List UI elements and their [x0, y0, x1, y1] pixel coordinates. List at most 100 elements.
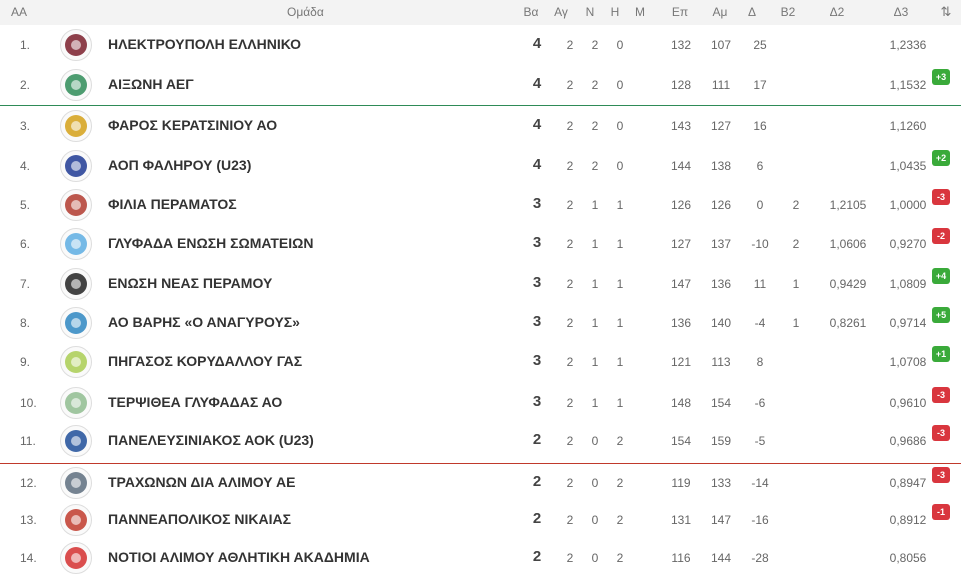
row-diff: -6 [754, 396, 766, 410]
team-name[interactable]: ΦΑΡΟΣ ΚΕΡΑΤΣΙΝΙΟΥ ΑΟ [108, 117, 278, 133]
team-name[interactable]: ΑΙΞΩΝΗ ΑΕΓ [108, 76, 194, 92]
row-points-against: 127 [710, 119, 732, 133]
row-lost: 2 [616, 476, 624, 490]
table-row[interactable]: 8. ΑΟ ΒΑΡΗΣ «Ο ΑΝΑΓΥΡΟΥΣ» 3 2 1 1 136 140 -4 1 0,8… [0, 303, 961, 342]
row-points-for: 116 [671, 551, 691, 565]
row-played: 2 [566, 396, 574, 410]
header-points-for[interactable]: Επ [671, 5, 689, 19]
header-d2[interactable]: Δ2 [829, 5, 845, 19]
row-d2: 1,0606 [829, 237, 867, 251]
table-row[interactable]: 11. ΠΑΝΕΛΕΥΣΙΝΙΑΚΟΣ ΑΟΚ (U23) 2 2 0 2 154 159 -5… [0, 421, 961, 460]
team-logo-icon [60, 387, 92, 419]
rank-up-badge: +4 [932, 268, 950, 284]
header-team[interactable]: Ομάδα [287, 5, 324, 19]
row-d3: 0,9714 [889, 316, 927, 330]
row-lost: 1 [616, 316, 624, 330]
row-d3: 1,1260 [889, 119, 927, 133]
row-lost: 0 [616, 119, 624, 133]
team-logo-icon [60, 189, 92, 221]
row-points-against: 107 [710, 38, 732, 52]
row-lost: 2 [616, 513, 624, 527]
table-row[interactable]: 1. ΗΛΕΚΤΡΟΥΠΟΛΗ ΕΛΛΗΝΙΚΟ 4 2 2 0 132 107 25 1,233… [0, 25, 961, 64]
sort-icon[interactable]: ⇅ [940, 4, 952, 19]
header-position[interactable]: ΑΑ [11, 5, 28, 19]
team-logo-icon [60, 29, 92, 61]
header-d3[interactable]: Δ3 [893, 5, 909, 19]
team-name[interactable]: ΠΑΝΝΕΑΠΟΛΙΚΟΣ ΝΙΚΑΙΑΣ [108, 511, 292, 527]
team-name[interactable]: ΤΡΑΧΩΝΩΝ ΔΙΑ ΑΛΙΜΟΥ ΑΕ [108, 474, 296, 490]
row-lost: 1 [616, 198, 624, 212]
row-won: 0 [591, 551, 599, 565]
row-points: 4 [532, 35, 542, 52]
row-position: 11. [20, 434, 36, 448]
row-diff: 6 [756, 159, 764, 173]
row-lost: 1 [616, 396, 624, 410]
table-row[interactable]: 4. ΑΟΠ ΦΑΛΗΡΟΥ (U23) 4 2 2 0 144 138 6 1,0435 +2 [0, 146, 961, 185]
row-points-against: 111 [711, 78, 731, 92]
row-position: 6. [20, 237, 31, 251]
team-logo-icon [60, 467, 92, 499]
table-row[interactable]: 13. ΠΑΝΝΕΑΠΟΛΙΚΟΣ ΝΙΚΑΙΑΣ 2 2 0 2 131 147 -16 0,8… [0, 500, 961, 539]
row-points: 2 [532, 473, 542, 490]
row-b2: 1 [792, 277, 800, 291]
table-row[interactable]: 6. ΓΛΥΦΑΔΑ ΕΝΩΣΗ ΣΩΜΑΤΕΙΩΝ 3 2 1 1 127 137 -10 2 1… [0, 224, 961, 263]
table-header: ΑΑ Ομάδα Βα Αγ Ν Η Μ Επ Αμ Δ Β2 Δ2 Δ3 ⇅ [0, 0, 961, 25]
row-d3: 0,8912 [889, 513, 927, 527]
row-played: 2 [566, 355, 574, 369]
row-won: 1 [591, 237, 599, 251]
team-name[interactable]: ΑΟ ΒΑΡΗΣ «Ο ΑΝΑΓΥΡΟΥΣ» [108, 314, 300, 330]
table-row[interactable]: 10. ΤΕΡΨΙΘΕΑ ΓΛΥΦΑΔΑΣ ΑΟ 3 2 1 1 148 154 -6 0,961… [0, 383, 961, 422]
header-won[interactable]: Ν [585, 5, 595, 19]
row-won: 1 [591, 277, 599, 291]
header-points[interactable]: Βα [523, 5, 539, 19]
header-m[interactable]: Μ [635, 5, 645, 19]
row-diff: 11 [753, 277, 767, 291]
team-name[interactable]: ΦΙΛΙΑ ΠΕΡΑΜΑΤΟΣ [108, 196, 237, 212]
row-d3: 1,0435 [889, 159, 927, 173]
table-row[interactable]: 14. ΝΟΤΙΟΙ ΑΛΙΜΟΥ ΑΘΛΗΤΙΚΗ ΑΚΑΔΗΜΙΑ 2 2 0 2 11… [0, 538, 961, 577]
rank-down-badge: -3 [932, 387, 950, 403]
row-position: 1. [20, 38, 31, 52]
team-logo-icon [60, 110, 92, 142]
table-row[interactable]: 5. ΦΙΛΙΑ ΠΕΡΑΜΑΤΟΣ 3 2 1 1 126 126 0 2 1,2105 1,000… [0, 185, 961, 224]
row-played: 2 [566, 513, 574, 527]
header-played[interactable]: Αγ [554, 5, 568, 19]
row-diff: -10 [751, 237, 769, 251]
row-points-against: 136 [710, 277, 732, 291]
rank-down-badge: -3 [932, 189, 950, 205]
row-points: 3 [532, 393, 542, 410]
header-b2[interactable]: Β2 [780, 5, 796, 19]
team-name[interactable]: ΑΟΠ ΦΑΛΗΡΟΥ (U23) [108, 157, 252, 173]
header-lost[interactable]: Η [610, 5, 620, 19]
row-won: 2 [591, 38, 599, 52]
row-won: 0 [591, 476, 599, 490]
row-position: 2. [20, 78, 31, 92]
row-diff: 17 [753, 78, 767, 92]
table-row[interactable]: 2. ΑΙΞΩΝΗ ΑΕΓ 4 2 2 0 128 111 17 1,1532 +3 [0, 65, 961, 104]
rank-down-badge: -2 [932, 228, 950, 244]
team-name[interactable]: ΕΝΩΣΗ ΝΕΑΣ ΠΕΡΑΜΟΥ [108, 275, 273, 291]
table-row[interactable]: 12. ΤΡΑΧΩΝΩΝ ΔΙΑ ΑΛΙΜΟΥ ΑΕ 2 2 0 2 119 133 -14 0,… [0, 463, 961, 502]
team-name[interactable]: ΤΕΡΨΙΘΕΑ ΓΛΥΦΑΔΑΣ ΑΟ [108, 394, 283, 410]
row-points-against: 144 [710, 551, 732, 565]
row-points: 2 [532, 548, 542, 565]
row-points: 2 [532, 510, 542, 527]
row-points: 3 [532, 313, 542, 330]
row-points-against: 133 [710, 476, 732, 490]
row-points: 3 [532, 274, 542, 291]
table-row[interactable]: 9. ΠΗΓΑΣΟΣ ΚΟΡΥΔΑΛΛΟΥ ΓΑΣ 3 2 1 1 121 113 8 1,070… [0, 342, 961, 381]
row-points-for: 148 [670, 396, 692, 410]
header-points-against[interactable]: Αμ [712, 5, 728, 19]
team-name[interactable]: ΠΗΓΑΣΟΣ ΚΟΡΥΔΑΛΛΟΥ ΓΑΣ [108, 353, 303, 369]
team-name[interactable]: ΝΟΤΙΟΙ ΑΛΙΜΟΥ ΑΘΛΗΤΙΚΗ ΑΚΑΔΗΜΙΑ [108, 549, 370, 565]
row-points-for: 121 [670, 355, 692, 369]
team-name[interactable]: ΓΛΥΦΑΔΑ ΕΝΩΣΗ ΣΩΜΑΤΕΙΩΝ [108, 235, 314, 251]
table-row[interactable]: 7. ΕΝΩΣΗ ΝΕΑΣ ΠΕΡΑΜΟΥ 3 2 1 1 147 136 11 1 0,9429 1… [0, 264, 961, 303]
team-name[interactable]: ΠΑΝΕΛΕΥΣΙΝΙΑΚΟΣ ΑΟΚ (U23) [108, 432, 314, 448]
team-name[interactable]: ΗΛΕΚΤΡΟΥΠΟΛΗ ΕΛΛΗΝΙΚΟ [108, 36, 302, 52]
table-row[interactable]: 3. ΦΑΡΟΣ ΚΕΡΑΤΣΙΝΙΟΥ ΑΟ 4 2 2 0 143 127 16 1,1260 [0, 106, 961, 145]
row-points-against: 126 [710, 198, 732, 212]
header-diff[interactable]: Δ [747, 5, 756, 19]
row-points-for: 132 [670, 38, 692, 52]
